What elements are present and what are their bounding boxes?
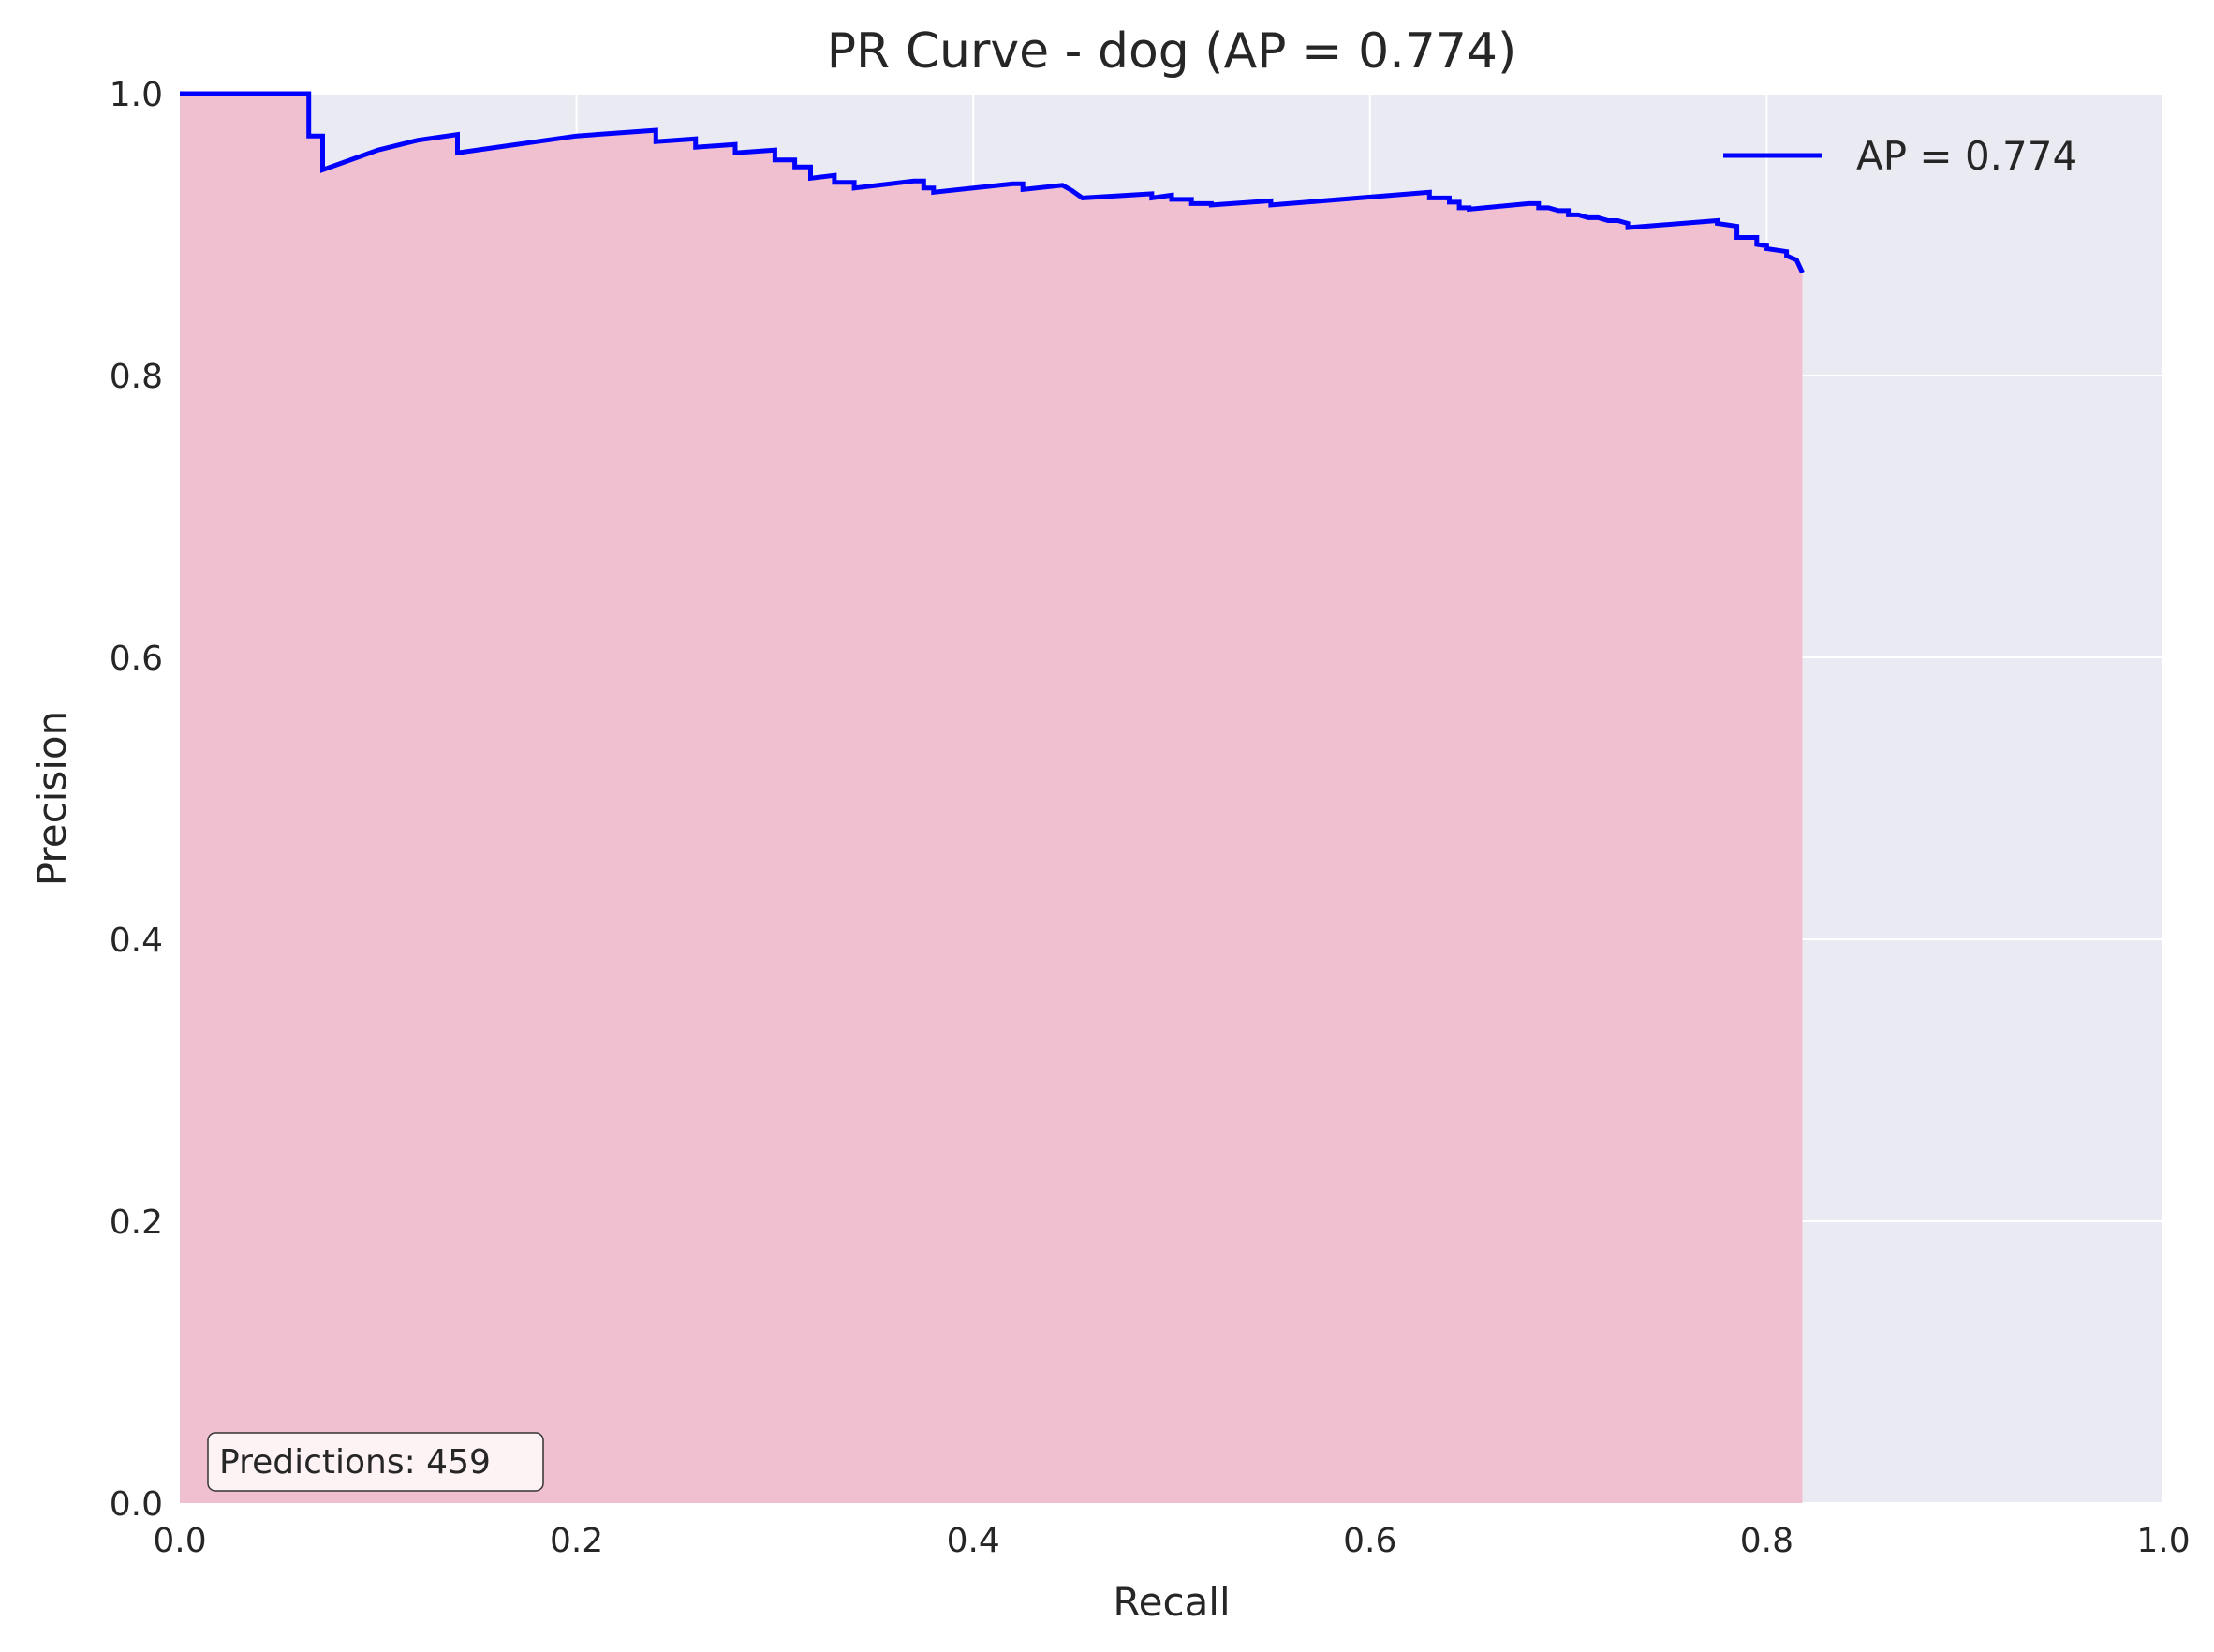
x-tick-label: 0.8 xyxy=(1740,1522,1793,1560)
annotation-box xyxy=(207,1432,544,1492)
x-tick-label: 1.0 xyxy=(2136,1522,2190,1560)
area-under-curve xyxy=(180,94,1803,1503)
annotation-text: Predictions: 459 xyxy=(219,1443,491,1482)
y-tick-label: 0.4 xyxy=(110,922,163,960)
legend: AP = 0.774 xyxy=(1723,133,2077,179)
x-tick-label: 0.6 xyxy=(1343,1522,1396,1560)
x-tick-label: 0.0 xyxy=(153,1522,206,1560)
y-tick-label: 0.0 xyxy=(110,1485,163,1524)
y-axis-label: Precision xyxy=(29,711,75,886)
predictions-annotation: Predictions: 459 xyxy=(207,1432,544,1492)
y-tick-label: 0.2 xyxy=(110,1203,163,1242)
x-axis-label: Recall xyxy=(1113,1579,1230,1625)
chart-title: PR Curve - dog (AP = 0.774) xyxy=(827,23,1517,80)
y-axis-ticks: 0.0 0.2 0.4 0.6 0.8 1.0 xyxy=(110,76,163,1524)
y-tick-label: 0.8 xyxy=(110,358,163,396)
y-tick-label: 1.0 xyxy=(110,76,163,114)
x-tick-label: 0.4 xyxy=(947,1522,1000,1560)
x-axis-ticks: 0.0 0.2 0.4 0.6 0.8 1.0 xyxy=(153,1522,2190,1560)
legend-label: AP = 0.774 xyxy=(1856,133,2077,179)
x-tick-label: 0.2 xyxy=(550,1522,603,1560)
pr-curve-line xyxy=(180,91,1805,274)
y-tick-label: 0.6 xyxy=(110,640,163,678)
